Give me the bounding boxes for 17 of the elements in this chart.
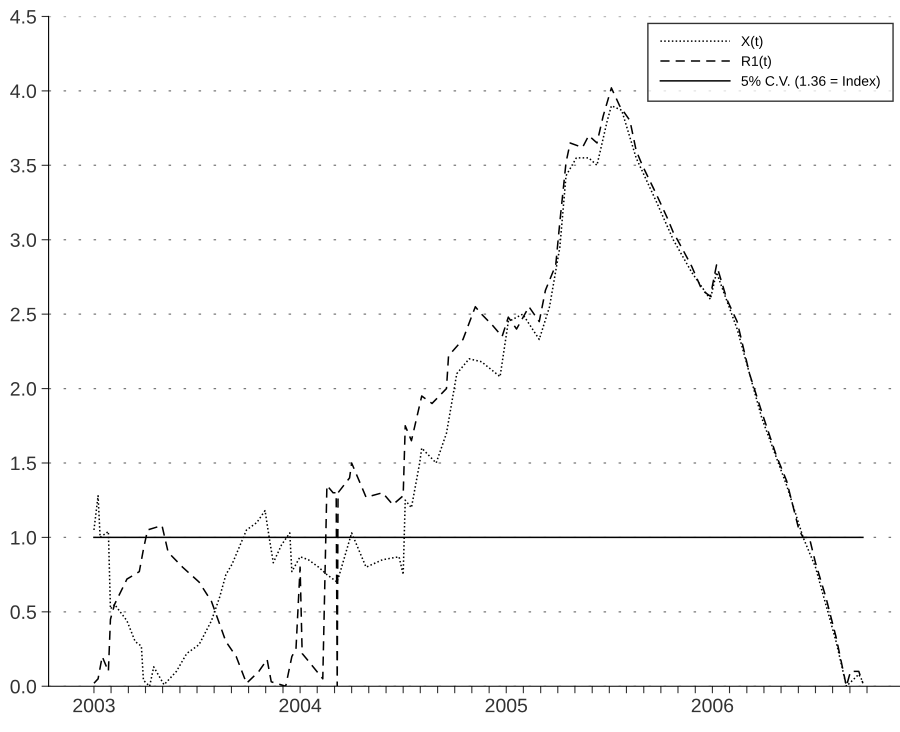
x-tick-label: 2004 xyxy=(279,698,322,712)
y-tick-label: 1.5 xyxy=(11,456,36,470)
y-tick-label: 0.5 xyxy=(10,605,36,620)
y-tick-label: 3.0 xyxy=(10,233,36,247)
y-tick-label: 1.0 xyxy=(11,530,36,545)
y-tick-label: 2.5 xyxy=(10,308,36,322)
y-tick-label: 4.0 xyxy=(10,84,36,98)
y-tick-label: 3.5 xyxy=(10,158,36,173)
legend-label: X(t) xyxy=(741,36,762,49)
y-tick-label: 4.5 xyxy=(10,10,36,24)
x-tick-label: 2003 xyxy=(73,698,115,712)
y-tick-label: 2.0 xyxy=(10,382,36,396)
x-tick-label: 2005 xyxy=(486,698,528,712)
x-tick-label: 2006 xyxy=(692,698,734,712)
legend-label: 5% C.V. (1.36 = Index) xyxy=(741,76,880,89)
legend-label: R1(t) xyxy=(742,56,771,69)
y-tick-label: 0.0 xyxy=(10,680,36,694)
